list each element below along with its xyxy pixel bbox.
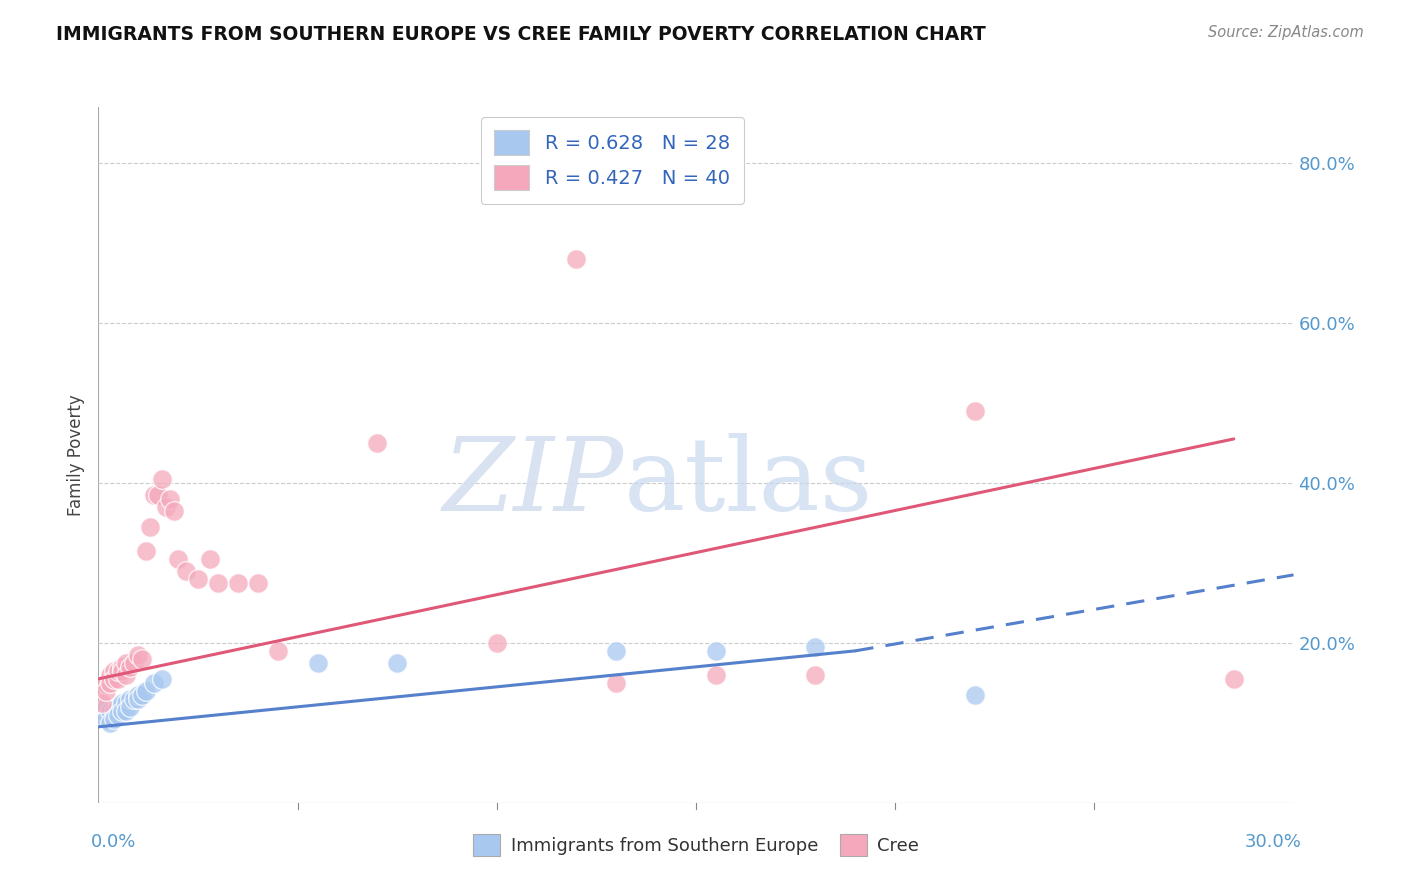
Point xyxy=(107,699,129,714)
Point xyxy=(127,691,149,706)
Point xyxy=(107,707,129,722)
Point xyxy=(115,704,138,718)
Point xyxy=(111,696,134,710)
Point xyxy=(96,676,118,690)
Point xyxy=(150,672,173,686)
Point xyxy=(143,488,166,502)
Point xyxy=(111,704,134,718)
Text: 0.0%: 0.0% xyxy=(90,833,136,851)
Point xyxy=(135,544,157,558)
Point xyxy=(267,644,290,658)
Point xyxy=(98,704,122,718)
Point xyxy=(124,691,146,706)
Point xyxy=(124,656,146,670)
Point xyxy=(111,664,134,678)
Point xyxy=(167,552,190,566)
Point xyxy=(143,676,166,690)
Point xyxy=(963,404,986,418)
Point xyxy=(704,668,727,682)
Text: Source: ZipAtlas.com: Source: ZipAtlas.com xyxy=(1208,25,1364,40)
Point xyxy=(155,500,177,514)
Point xyxy=(103,664,125,678)
Text: ZIP: ZIP xyxy=(443,434,624,533)
Point xyxy=(148,488,170,502)
Point xyxy=(150,472,173,486)
Point xyxy=(96,712,118,726)
Point xyxy=(963,688,986,702)
Point xyxy=(107,664,129,678)
Text: 30.0%: 30.0% xyxy=(1244,833,1302,851)
Point xyxy=(111,660,134,674)
Point xyxy=(98,668,122,682)
Point xyxy=(605,676,627,690)
Point xyxy=(385,656,409,670)
Point xyxy=(174,564,197,578)
Point xyxy=(198,552,221,566)
Point xyxy=(163,504,186,518)
Point xyxy=(131,688,153,702)
Point xyxy=(135,683,157,698)
Point xyxy=(1223,672,1246,686)
Point xyxy=(96,683,118,698)
Point xyxy=(187,572,209,586)
Text: atlas: atlas xyxy=(624,434,873,533)
Point xyxy=(115,696,138,710)
Point xyxy=(107,672,129,686)
Point xyxy=(98,715,122,730)
Point xyxy=(366,436,388,450)
Point xyxy=(131,652,153,666)
Point xyxy=(485,636,508,650)
Point xyxy=(804,640,827,654)
Legend: Immigrants from Southern Europe, Cree: Immigrants from Southern Europe, Cree xyxy=(465,827,927,863)
Point xyxy=(120,691,142,706)
Point xyxy=(307,656,329,670)
Point xyxy=(246,575,269,590)
Point xyxy=(120,699,142,714)
Point xyxy=(127,648,149,662)
Y-axis label: Family Poverty: Family Poverty xyxy=(66,394,84,516)
Point xyxy=(159,491,181,506)
Text: IMMIGRANTS FROM SOUTHERN EUROPE VS CREE FAMILY POVERTY CORRELATION CHART: IMMIGRANTS FROM SOUTHERN EUROPE VS CREE … xyxy=(56,25,986,44)
Point xyxy=(91,704,114,718)
Point xyxy=(103,704,125,718)
Point xyxy=(565,252,588,266)
Point xyxy=(207,575,229,590)
Point xyxy=(115,668,138,682)
Point xyxy=(226,575,249,590)
Point xyxy=(91,696,114,710)
Point xyxy=(103,712,125,726)
Point xyxy=(103,672,125,686)
Point xyxy=(605,644,627,658)
Point xyxy=(96,699,118,714)
Point xyxy=(704,644,727,658)
Point xyxy=(120,660,142,674)
Point xyxy=(115,656,138,670)
Point xyxy=(804,668,827,682)
Point xyxy=(98,676,122,690)
Point xyxy=(127,688,149,702)
Point xyxy=(139,520,162,534)
